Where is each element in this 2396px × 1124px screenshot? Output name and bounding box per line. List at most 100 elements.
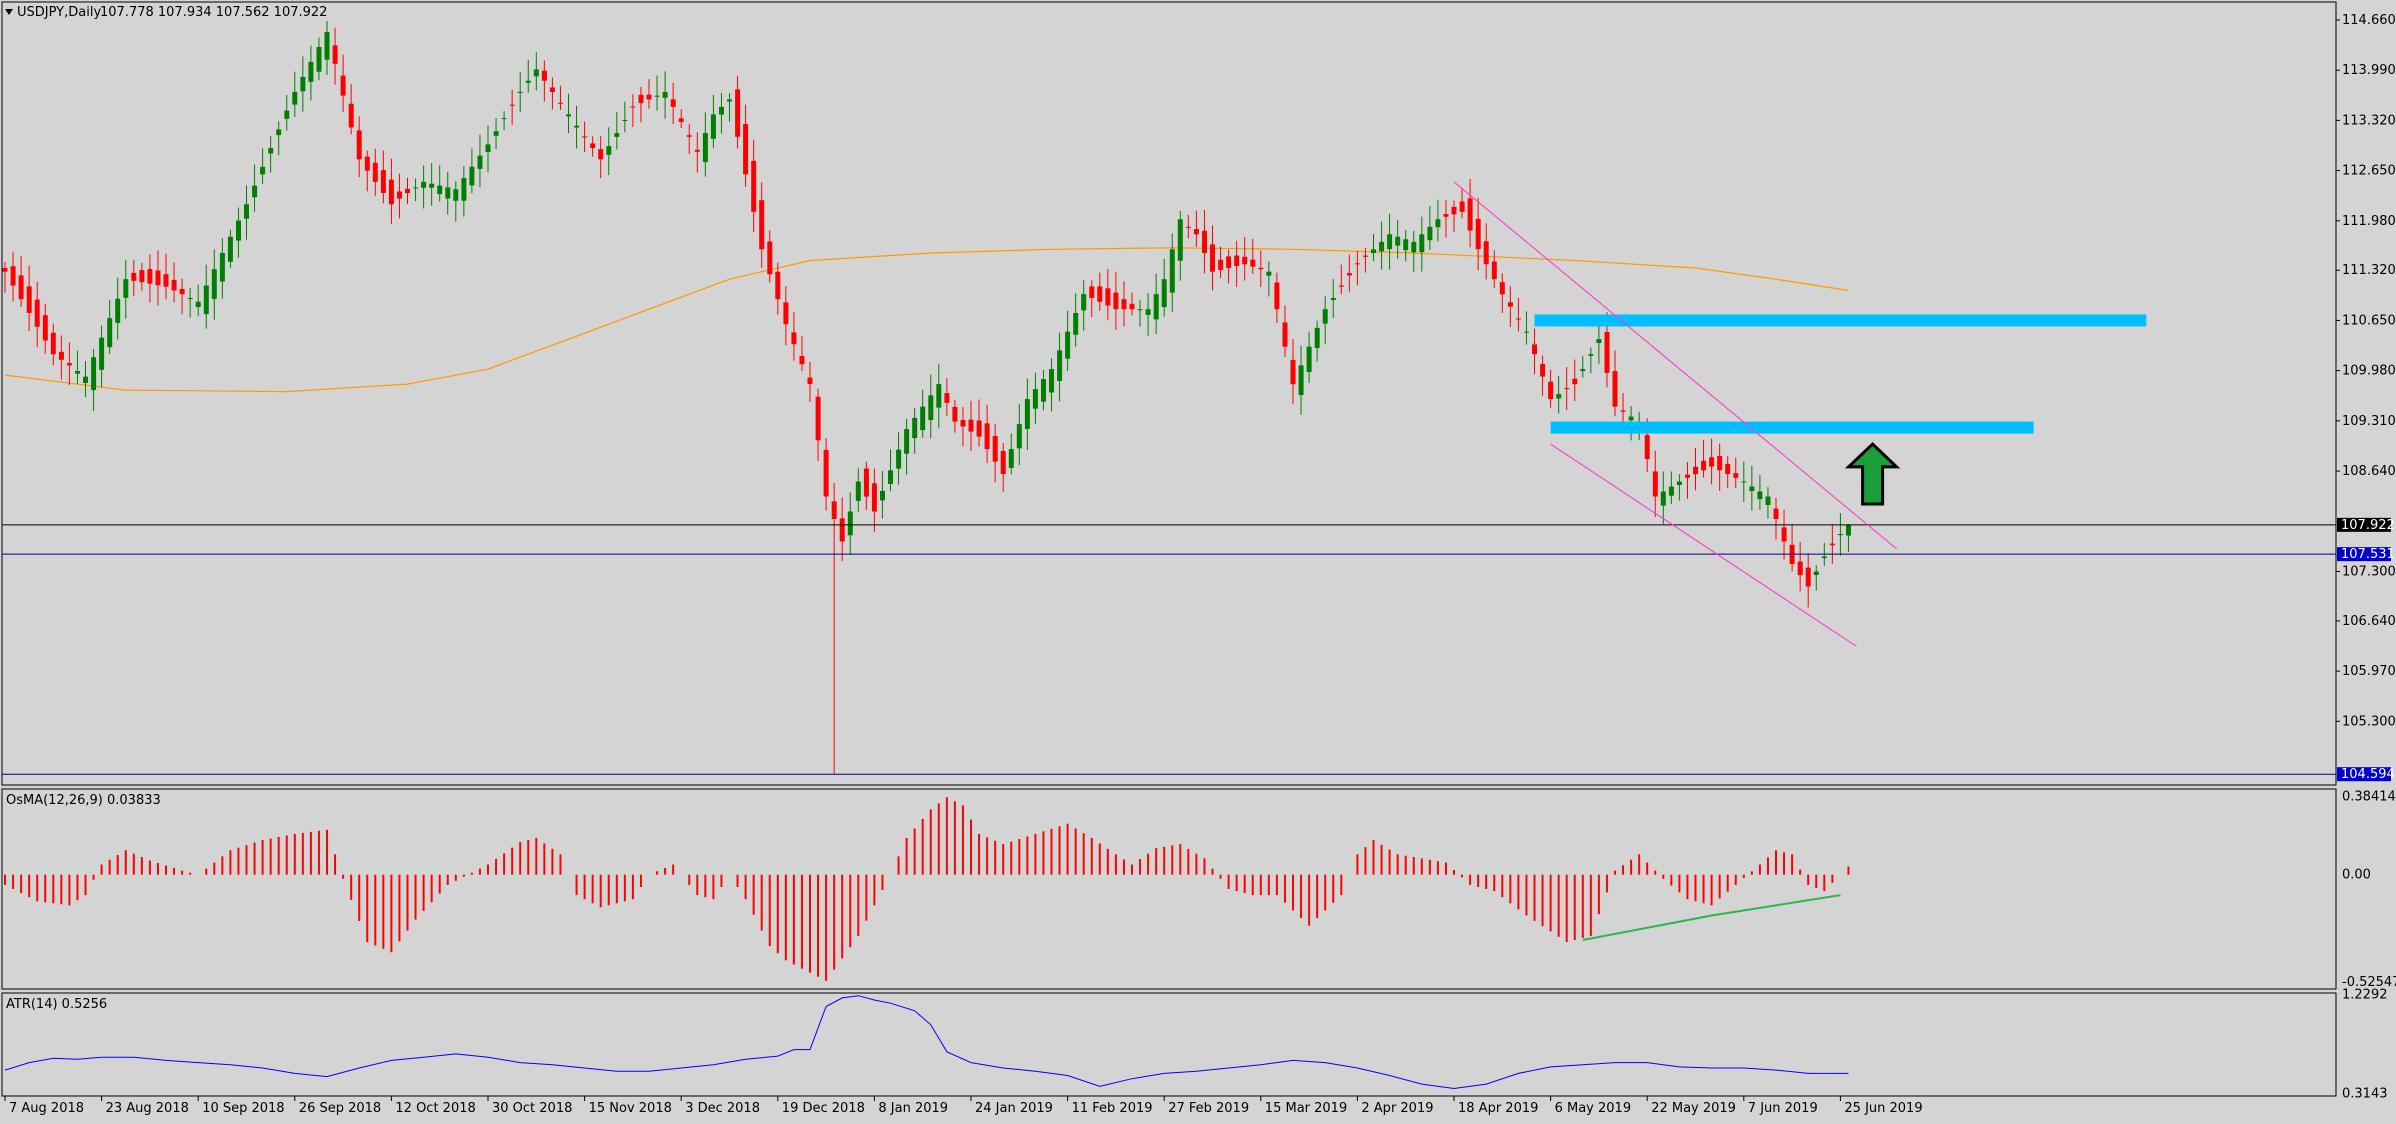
candle-body: [1250, 259, 1256, 267]
candle-body: [1701, 460, 1707, 471]
candle-body: [131, 272, 137, 281]
candle-body: [960, 419, 966, 427]
candle-body: [1604, 332, 1610, 373]
candle-body: [42, 315, 48, 341]
candle-body: [992, 436, 998, 462]
candle-body: [880, 490, 885, 501]
candle-body: [10, 266, 16, 286]
candle-body: [1846, 524, 1851, 536]
candle-body: [1507, 302, 1513, 307]
time-tick-label: 6 May 2019: [1555, 1101, 1632, 1116]
candle-body: [75, 371, 80, 374]
time-tick-label: 15 Nov 2018: [589, 1101, 672, 1116]
candle-body: [1226, 256, 1232, 268]
candle-body: [976, 420, 982, 437]
candle-body: [1765, 496, 1771, 505]
candle-body: [1218, 259, 1224, 270]
candle-body: [590, 143, 596, 149]
time-tick-label: 24 Jan 2019: [975, 1101, 1053, 1116]
osma-panel-frame: [1, 788, 2337, 990]
candle-body: [1282, 322, 1288, 347]
candle-body: [517, 91, 523, 93]
price-tag-label: 107.922: [2341, 518, 2395, 533]
candle-body: [292, 91, 298, 105]
candle-body: [839, 518, 845, 542]
candle-body: [1330, 298, 1336, 300]
time-tick-label: 10 Sep 2018: [202, 1101, 284, 1116]
candle-body: [1387, 234, 1393, 250]
candle-body: [1403, 239, 1409, 251]
candle-body: [179, 289, 185, 295]
candle-body: [1524, 331, 1529, 333]
candle-body: [139, 270, 145, 283]
time-tick-label: 23 Aug 2018: [106, 1101, 189, 1116]
candle-body: [598, 149, 604, 160]
candle-body: [284, 110, 290, 119]
candle-body: [670, 99, 676, 107]
osma-divergence-line: [1582, 894, 1841, 942]
candle-body: [775, 271, 781, 300]
candle-body: [1049, 369, 1054, 393]
candle-body: [799, 356, 805, 365]
candle-body: [1475, 218, 1481, 250]
candle-body: [823, 449, 829, 497]
chart-symbol: USDJPY,Daily: [17, 5, 101, 20]
candle-body: [1548, 381, 1554, 400]
candle-body: [1363, 255, 1368, 257]
atr-title: ATR(14) 0.5256: [6, 997, 107, 1012]
candle-body: [783, 302, 789, 325]
candle-body: [1266, 271, 1272, 276]
candle-body: [91, 357, 97, 391]
candle-body: [1411, 241, 1417, 253]
osma-tick-label: 0.00: [2342, 868, 2371, 883]
candle-body: [1532, 344, 1537, 355]
candle-body: [1741, 481, 1747, 483]
candle-body: [300, 76, 306, 92]
candle-body: [244, 204, 249, 219]
candle-body: [1379, 241, 1385, 252]
candle-body: [1499, 282, 1505, 295]
candle-body: [759, 200, 765, 250]
collapse-triangle-icon[interactable]: [5, 9, 13, 15]
candle-body: [211, 269, 217, 299]
candle-body: [614, 133, 620, 137]
candle-body: [1628, 416, 1634, 421]
candle-body: [1234, 255, 1240, 267]
candle-body: [1314, 327, 1320, 348]
candle-body: [348, 103, 354, 128]
resistance-zone: [1534, 314, 2147, 327]
candle-body: [1668, 486, 1674, 496]
candle-body: [324, 32, 330, 60]
time-tick-label: 8 Jan 2019: [878, 1101, 948, 1116]
candle-body: [397, 191, 402, 199]
candle-body: [187, 298, 193, 299]
price-panel-frame: [1, 1, 2337, 786]
candle-body: [1709, 457, 1715, 467]
candle-body: [155, 270, 161, 286]
candle-body: [1371, 249, 1376, 254]
candle-body: [1041, 379, 1046, 402]
candle-body: [863, 468, 869, 497]
time-tick-label: 19 Dec 2018: [782, 1101, 865, 1116]
candle-body: [1032, 389, 1038, 409]
candle-body: [574, 125, 580, 128]
candle-body: [1652, 471, 1658, 497]
candle-body: [1805, 567, 1811, 587]
candle-body: [928, 395, 934, 421]
candle-body: [115, 298, 121, 323]
price-tick-label: 113.990: [2342, 63, 2396, 78]
candle-body: [1258, 267, 1264, 270]
candle-body: [461, 178, 467, 201]
candle-body: [1676, 481, 1682, 485]
candle-body: [871, 483, 877, 512]
candle-body: [630, 106, 636, 108]
candle-body: [1435, 219, 1441, 228]
candle-body: [944, 393, 950, 403]
price-tick-label: 106.640: [2342, 614, 2396, 629]
candle-body: [493, 131, 499, 136]
candle-body: [1580, 369, 1586, 372]
candle-body: [509, 104, 515, 106]
candle-body: [638, 94, 644, 104]
